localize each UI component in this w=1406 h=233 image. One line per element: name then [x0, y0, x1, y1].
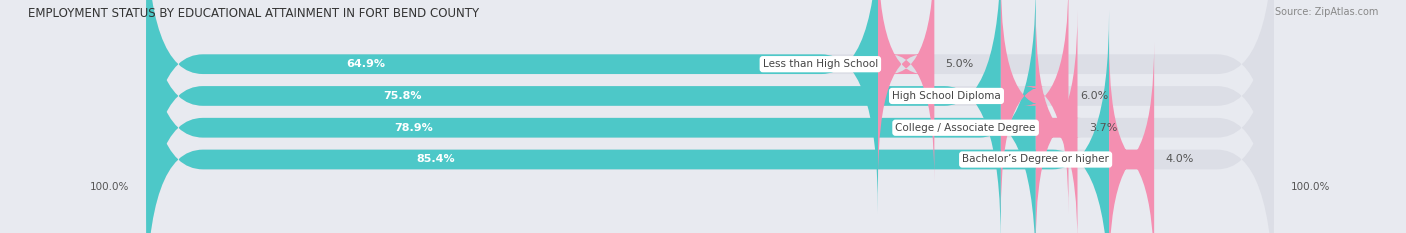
Text: 5.0%: 5.0%	[946, 59, 974, 69]
FancyBboxPatch shape	[1109, 42, 1154, 233]
Text: Bachelor’s Degree or higher: Bachelor’s Degree or higher	[962, 154, 1109, 164]
Text: Source: ZipAtlas.com: Source: ZipAtlas.com	[1274, 7, 1378, 17]
Text: College / Associate Degree: College / Associate Degree	[896, 123, 1036, 133]
Text: 4.0%: 4.0%	[1166, 154, 1194, 164]
Text: 75.8%: 75.8%	[384, 91, 422, 101]
FancyBboxPatch shape	[146, 0, 877, 213]
FancyBboxPatch shape	[146, 0, 1001, 233]
Text: Less than High School: Less than High School	[762, 59, 877, 69]
Text: 3.7%: 3.7%	[1088, 123, 1118, 133]
Text: 6.0%: 6.0%	[1080, 91, 1108, 101]
FancyBboxPatch shape	[877, 0, 935, 182]
FancyBboxPatch shape	[1032, 10, 1081, 233]
Text: 100.0%: 100.0%	[90, 182, 129, 192]
FancyBboxPatch shape	[146, 0, 1274, 233]
FancyBboxPatch shape	[146, 10, 1274, 233]
Text: 85.4%: 85.4%	[416, 154, 454, 164]
Text: 64.9%: 64.9%	[346, 59, 385, 69]
FancyBboxPatch shape	[146, 0, 1036, 233]
Text: EMPLOYMENT STATUS BY EDUCATIONAL ATTAINMENT IN FORT BEND COUNTY: EMPLOYMENT STATUS BY EDUCATIONAL ATTAINM…	[28, 7, 479, 20]
FancyBboxPatch shape	[146, 0, 1274, 213]
Text: 100.0%: 100.0%	[1291, 182, 1330, 192]
FancyBboxPatch shape	[1001, 0, 1069, 213]
FancyBboxPatch shape	[146, 0, 1274, 233]
Text: 78.9%: 78.9%	[394, 123, 433, 133]
Text: High School Diploma: High School Diploma	[891, 91, 1001, 101]
FancyBboxPatch shape	[146, 10, 1109, 233]
